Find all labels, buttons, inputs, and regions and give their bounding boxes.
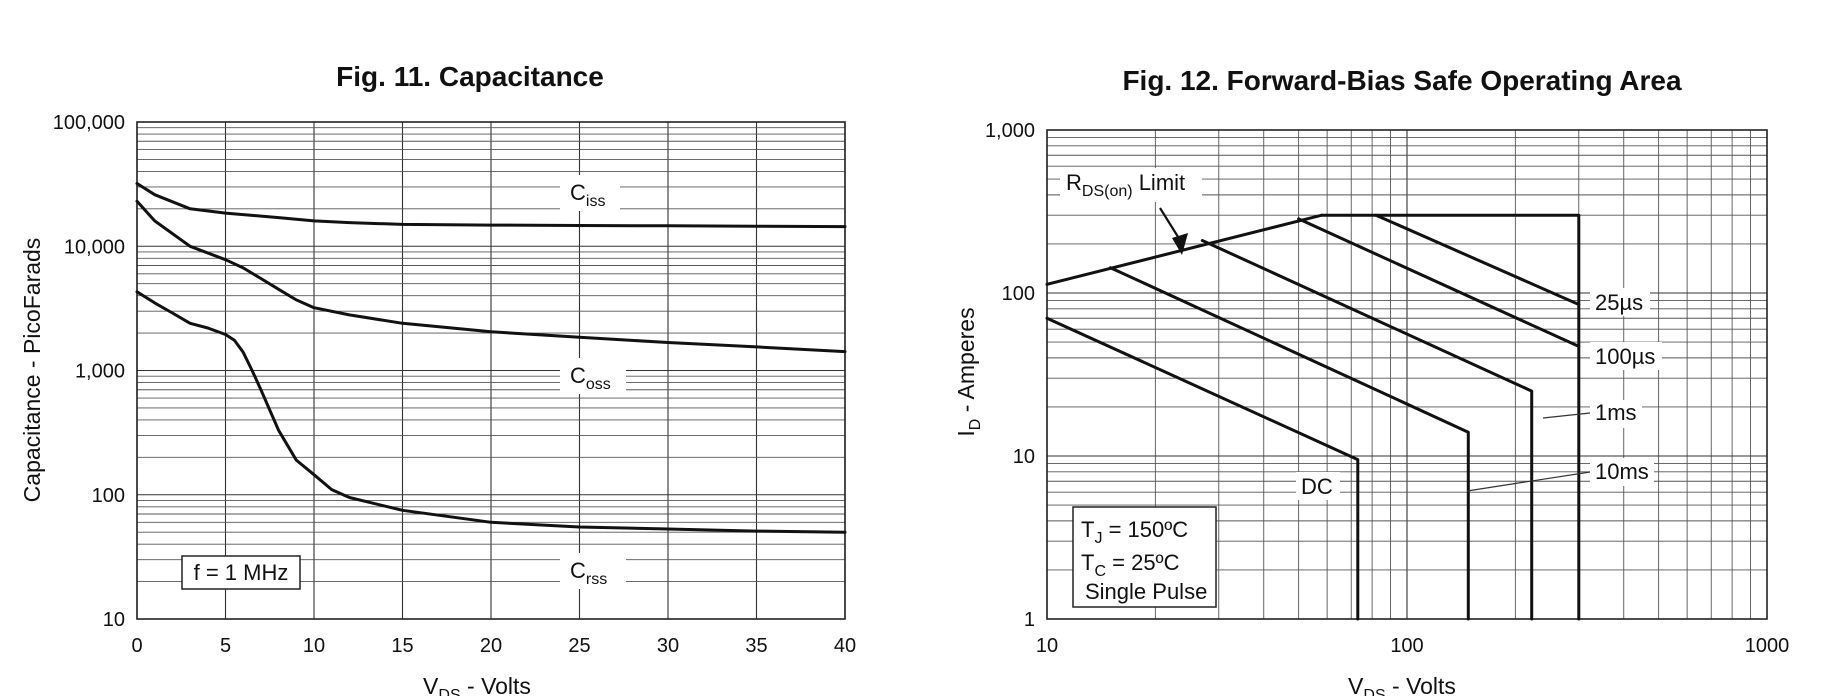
leader-1ms	[1542, 412, 1591, 419]
soa-series	[1374, 213, 1581, 306]
capacitance-chart-title: Fig. 11. Capacitance	[336, 61, 604, 92]
soa-series	[1320, 213, 1581, 621]
x-tick-label: 25	[568, 635, 590, 657]
svg-text:Single Pulse: Single Pulse	[1085, 579, 1207, 604]
svg-text:RDS(on) Limit: RDS(on) Limit	[1066, 170, 1185, 200]
capacitance-tick-labels: 0 5 10 15 20 25 30 35 40 10 100 1,000 10,000 100,000	[53, 112, 856, 657]
coss-label-sub: oss	[586, 376, 611, 393]
x-tick-label: 5	[220, 635, 231, 657]
ciss-label-main: C	[570, 180, 586, 205]
soa-series	[1297, 217, 1581, 348]
leader-10ms	[1466, 471, 1591, 492]
y-tick-label: 100	[1002, 283, 1035, 305]
svg-text:TJ = 150ºC: TJ = 150ºC	[1081, 517, 1188, 547]
soa-curve-labels: 25µs 100µs 1ms 10ms DC	[1296, 288, 1662, 500]
soa-y-axis-label: ID - Amperes	[953, 307, 984, 436]
capacitance-plot-frame	[136, 121, 846, 620]
soa-chart: Fig. 12. Forward-Bias Safe Operating Are…	[953, 65, 1789, 696]
y-tick-label: 100,000	[53, 112, 125, 134]
crss-label-main: C	[570, 558, 586, 583]
y-tick-label: 100	[92, 485, 125, 507]
label-100us: 100µs	[1595, 344, 1655, 369]
svg-text:Coss: Coss	[570, 363, 611, 393]
label-10ms: 10ms	[1595, 459, 1649, 484]
rdson-arrow-head-icon	[1172, 233, 1188, 255]
y-tick-label: 1,000	[985, 120, 1035, 142]
svg-text:Crss: Crss	[570, 558, 607, 588]
soa-curves	[1045, 213, 1581, 621]
capacitance-x-axis-label: VDS - Volts	[423, 673, 531, 696]
x-tick-label: 10	[303, 635, 325, 657]
series-crss	[135, 290, 847, 534]
soa-chart-title: Fig. 12. Forward-Bias Safe Operating Are…	[1122, 65, 1682, 96]
x-tick-label: 15	[391, 635, 413, 657]
crss-label: Crss	[560, 553, 626, 589]
rdson-limit-annotation: RDS(on) Limit	[1060, 168, 1202, 255]
coss-label-main: C	[570, 363, 586, 388]
rdson-limit-arrow	[1159, 207, 1181, 241]
x-tick-label: 40	[834, 635, 856, 657]
frequency-annotation-text: f = 1 MHz	[194, 560, 289, 585]
soa-x-axis-label: VDS - Volts	[1348, 673, 1456, 696]
soa-series	[1108, 266, 1470, 621]
coss-label: Coss	[560, 358, 626, 394]
soa-plot-frame	[1046, 129, 1768, 620]
ciss-label-sub: iss	[586, 193, 606, 210]
x-tick-label: 100	[1390, 635, 1423, 657]
capacitance-chart: Fig. 11. Capacitance 0 5 10 15 20 25 30 35 40 10 1…	[19, 61, 856, 696]
capacitance-y-axis-label: Capacitance - PicoFarads	[19, 238, 45, 503]
x-tick-label: 1000	[1745, 635, 1790, 657]
y-tick-label: 10	[103, 609, 125, 631]
x-tick-label: 20	[480, 635, 502, 657]
svg-text:TC = 25ºC: TC = 25ºC	[1081, 550, 1180, 580]
series-coss	[135, 199, 847, 354]
y-tick-label: 10	[1013, 446, 1035, 468]
frequency-annotation: f = 1 MHz	[181, 555, 301, 590]
y-tick-label: 10,000	[64, 236, 125, 258]
x-tick-label: 0	[131, 635, 142, 657]
x-tick-label: 10	[1036, 635, 1058, 657]
label-1ms: 1ms	[1595, 400, 1637, 425]
soa-series	[1045, 316, 1360, 621]
svg-text:Ciss: Ciss	[570, 180, 605, 210]
soa-series	[1045, 213, 1324, 286]
soa-series	[1200, 239, 1534, 621]
conditions-annotation: TJ = 150ºC TC = 25ºC Single Pulse	[1072, 506, 1217, 608]
capacitance-grid	[136, 122, 846, 620]
crss-label-sub: rss	[586, 571, 607, 588]
x-tick-label: 35	[745, 635, 767, 657]
ciss-label: Ciss	[560, 175, 620, 211]
x-tick-label: 30	[657, 635, 679, 657]
series-ciss	[135, 182, 847, 229]
capacitance-curves	[135, 182, 847, 534]
label-25us: 25µs	[1595, 290, 1643, 315]
y-tick-label: 1	[1024, 609, 1035, 631]
y-tick-label: 1,000	[75, 361, 125, 383]
label-dc: DC	[1301, 474, 1333, 499]
